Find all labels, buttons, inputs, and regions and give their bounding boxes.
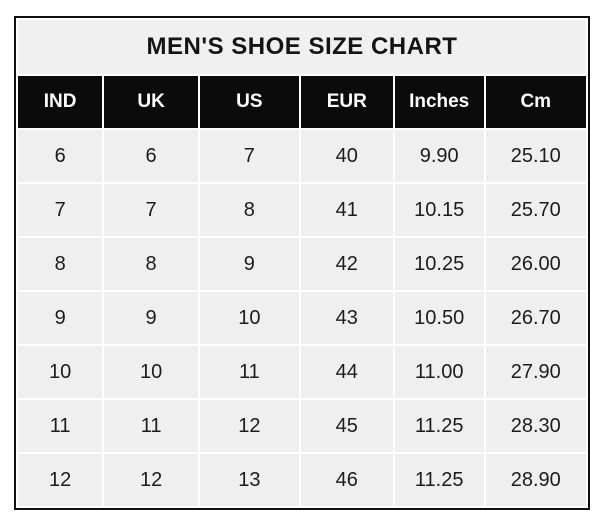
chart-title: MEN'S SHOE SIZE CHART (18, 20, 586, 74)
table-cell: 12 (199, 400, 299, 452)
table-cell: 11 (199, 346, 299, 398)
table-row: 6 6 7 40 9.90 25.10 (18, 130, 586, 182)
table-cell: 10.25 (394, 238, 484, 290)
table-cell: 25.70 (485, 184, 586, 236)
table-cell: 6 (18, 130, 103, 182)
table-row: 12 12 13 46 11.25 28.90 (18, 454, 586, 506)
table-cell: 45 (300, 400, 393, 452)
table-cell: 43 (300, 292, 393, 344)
table-row: 9 9 10 43 10.50 26.70 (18, 292, 586, 344)
table-cell: 12 (104, 454, 198, 506)
table-cell: 10 (18, 346, 103, 398)
table-cell: 40 (300, 130, 393, 182)
table-cell: 10.15 (394, 184, 484, 236)
table-cell: 42 (300, 238, 393, 290)
column-header-eur: EUR (300, 76, 393, 128)
column-header-uk: UK (104, 76, 198, 128)
table-cell: 28.90 (485, 454, 586, 506)
table-cell: 9.90 (394, 130, 484, 182)
table-cell: 10 (199, 292, 299, 344)
table-cell: 11.25 (394, 454, 484, 506)
table-cell: 26.70 (485, 292, 586, 344)
table-cell: 9 (18, 292, 103, 344)
header-row: IND UK US EUR Inches Cm (18, 76, 586, 128)
table-cell: 13 (199, 454, 299, 506)
table-cell: 7 (199, 130, 299, 182)
column-header-cm: Cm (485, 76, 586, 128)
table-cell: 8 (18, 238, 103, 290)
table-cell: 46 (300, 454, 393, 506)
table-row: 7 7 8 41 10.15 25.70 (18, 184, 586, 236)
table-cell: 9 (199, 238, 299, 290)
table-row: 11 11 12 45 11.25 28.30 (18, 400, 586, 452)
table-body: 6 6 7 40 9.90 25.10 7 7 8 41 10.15 25.70 8 8 9 42 10.25 2… (18, 130, 586, 506)
title-row: MEN'S SHOE SIZE CHART (18, 20, 586, 74)
table-row: 10 10 11 44 11.00 27.90 (18, 346, 586, 398)
table-cell: 8 (104, 238, 198, 290)
table-cell: 41 (300, 184, 393, 236)
table-cell: 44 (300, 346, 393, 398)
table-cell: 9 (104, 292, 198, 344)
table-cell: 8 (199, 184, 299, 236)
column-header-ind: IND (18, 76, 103, 128)
table-cell: 28.30 (485, 400, 586, 452)
table-cell: 27.90 (485, 346, 586, 398)
table-cell: 7 (18, 184, 103, 236)
table-row: 8 8 9 42 10.25 26.00 (18, 238, 586, 290)
table-cell: 12 (18, 454, 103, 506)
table-cell: 11 (104, 400, 198, 452)
table-cell: 10 (104, 346, 198, 398)
column-header-inches: Inches (394, 76, 484, 128)
table-cell: 25.10 (485, 130, 586, 182)
table-cell: 6 (104, 130, 198, 182)
table-cell: 11 (18, 400, 103, 452)
table-cell: 26.00 (485, 238, 586, 290)
table-cell: 10.50 (394, 292, 484, 344)
table-cell: 11.25 (394, 400, 484, 452)
table-cell: 7 (104, 184, 198, 236)
shoe-size-chart: MEN'S SHOE SIZE CHART IND UK US EUR Inches Cm… (14, 16, 590, 510)
table-cell: 11.00 (394, 346, 484, 398)
column-header-us: US (199, 76, 299, 128)
